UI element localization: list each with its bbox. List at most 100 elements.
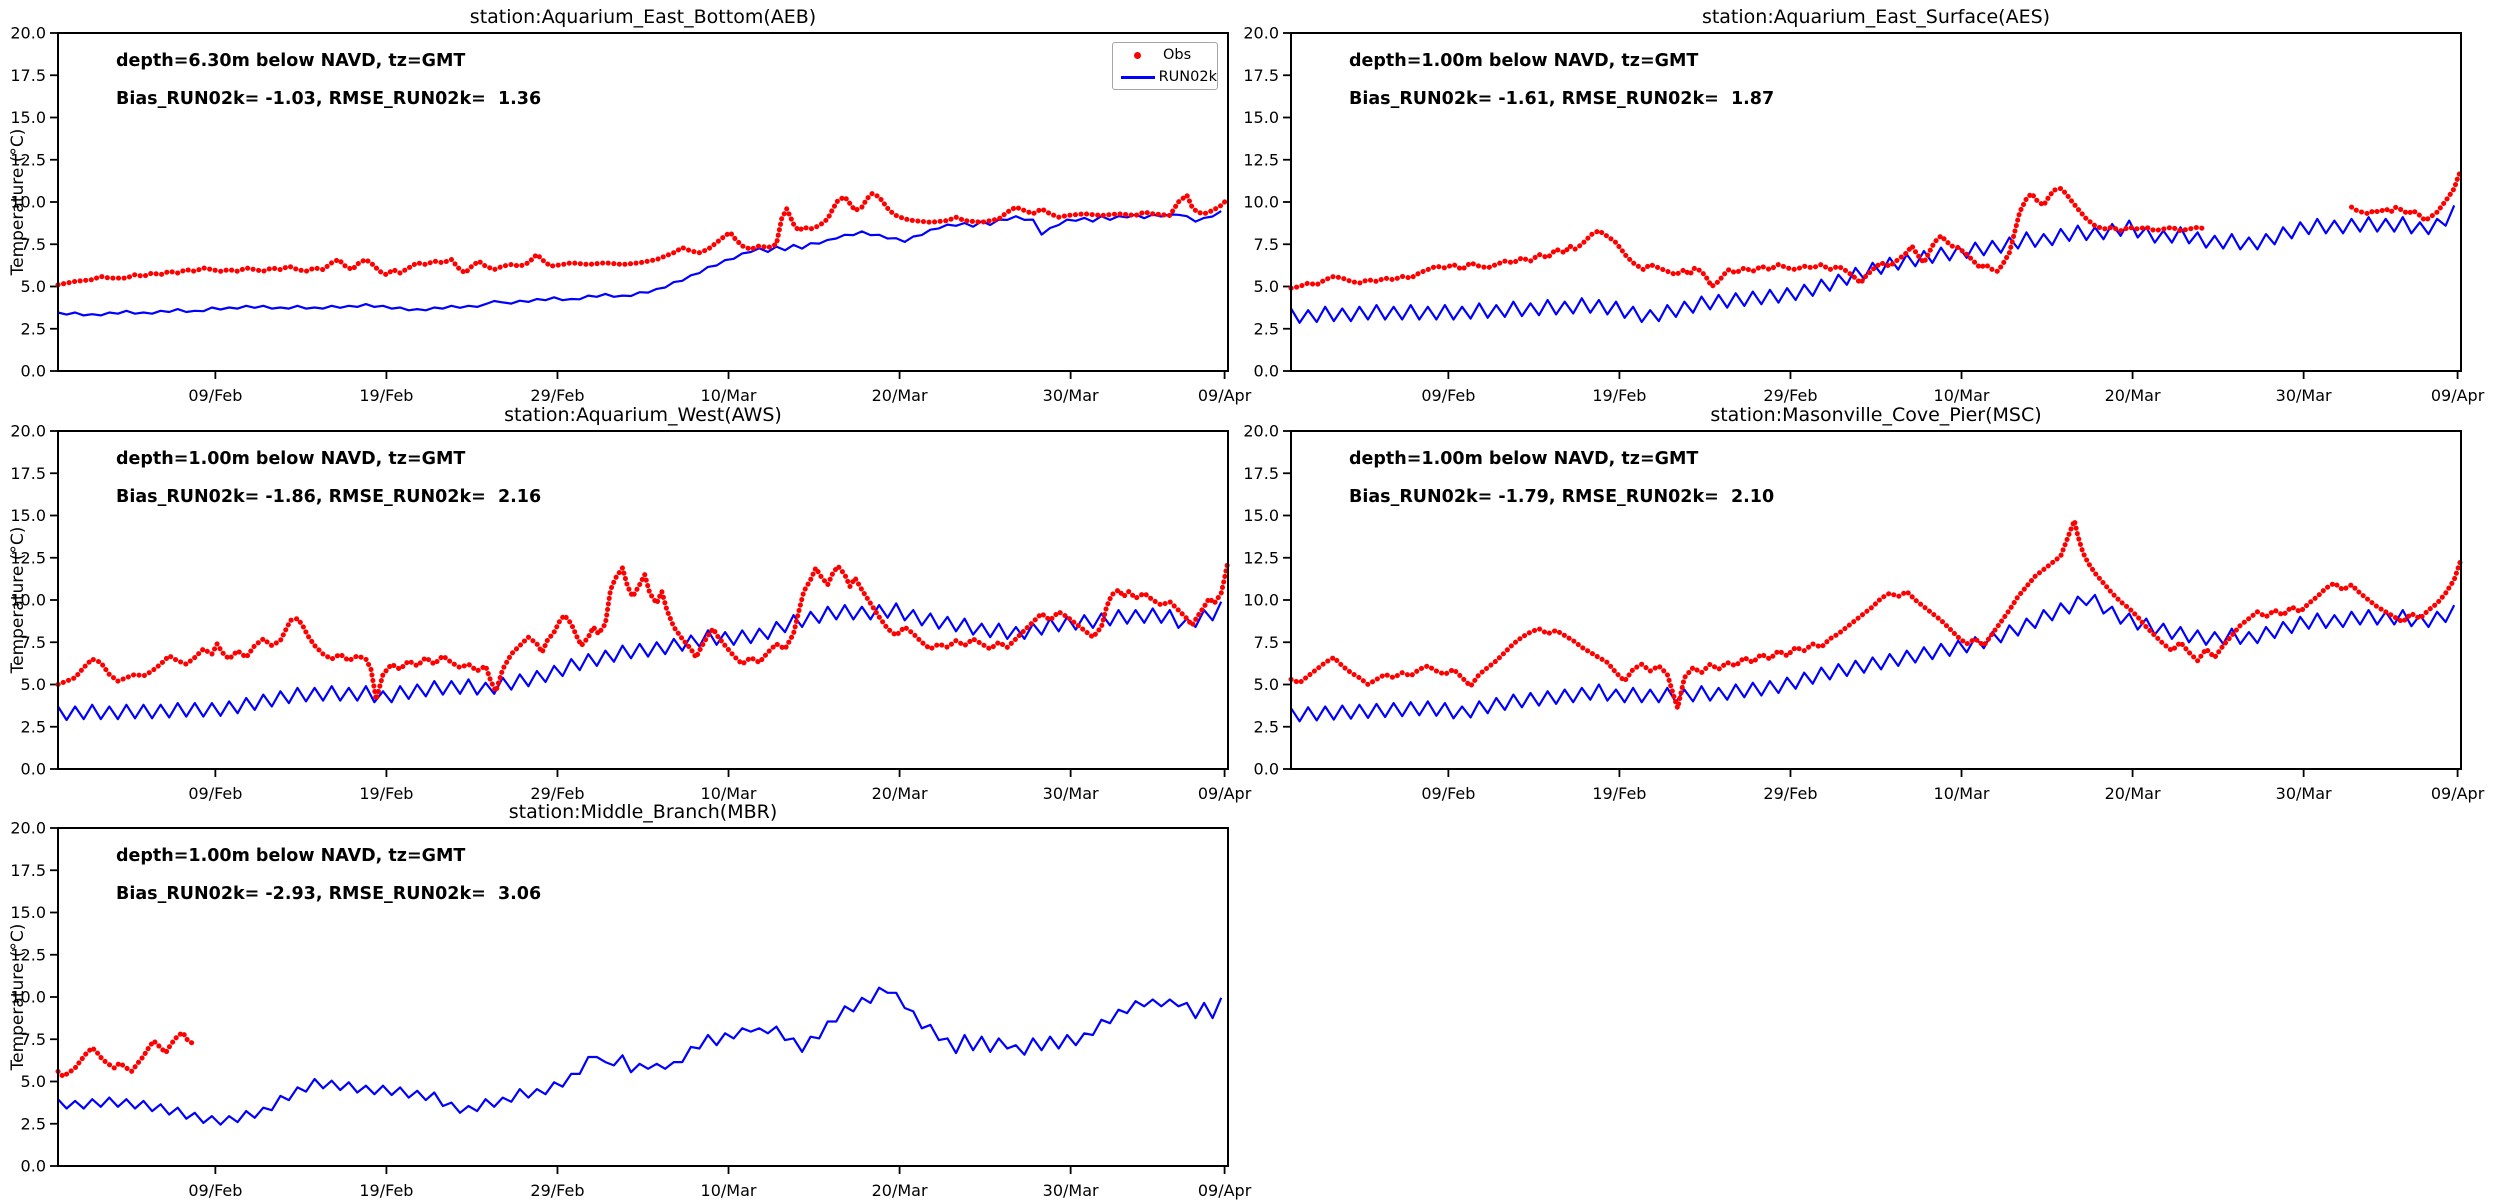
model-line-AES: [1290, 204, 2456, 324]
x-tick-label: 29/Feb: [530, 784, 584, 803]
subplot-AES: 0.0 2.5 5.0 7.5 10.0 12.5 15.0 17.5 20.0 09/Feb 19…: [1243, 24, 2484, 406]
y-tick-label: 12.5: [1243, 548, 1279, 567]
y-tick-label: 7.5: [1254, 633, 1279, 652]
x-tick-label: 30/Mar: [1043, 1181, 1099, 1200]
annotation-bias-MBR: Bias_RUN02k= -2.93, RMSE_RUN02k= 3.06: [116, 884, 542, 904]
y-tick-label: 20.0: [1243, 24, 1279, 43]
axes-frame-MBR: [57, 827, 1229, 1167]
y-tick-label: 12.5: [10, 945, 46, 964]
x-tick-label: 10/Mar: [701, 386, 757, 405]
y-tick-label: 20.0: [1243, 422, 1279, 441]
y-tick-label: 15.0: [10, 108, 46, 127]
y-tick-label: 17.5: [10, 464, 46, 483]
annotation-depth-AEB: depth=6.30m below NAVD, tz=GMT: [116, 51, 466, 71]
annotation-depth-AES: depth=1.00m below NAVD, tz=GMT: [1349, 51, 1699, 71]
y-tick-label: 7.5: [21, 1030, 46, 1049]
x-tick-label: 30/Mar: [2276, 784, 2332, 803]
x-tick-label: 10/Mar: [701, 1181, 757, 1200]
x-tick-label: 09/Feb: [188, 784, 242, 803]
x-tick-label: 20/Mar: [872, 784, 928, 803]
x-tick-label: 30/Mar: [1043, 386, 1099, 405]
annotation-depth-MSC: depth=1.00m below NAVD, tz=GMT: [1349, 449, 1699, 469]
legend-box: Obs RUN02k: [1112, 42, 1218, 90]
x-tick-label: 19/Feb: [1592, 386, 1646, 405]
y-tick-label: 17.5: [1243, 464, 1279, 483]
y-tick-label: 10.0: [10, 193, 46, 212]
obs-dots-AWS: [55, 558, 1231, 703]
obs-dots-MSC: [1288, 518, 2464, 711]
y-tick-label: 5.0: [21, 1072, 46, 1091]
x-tick-label: 09/Apr: [2431, 386, 2485, 405]
obs-dots-AEB: [55, 191, 1231, 288]
x-tick-label: 19/Feb: [359, 386, 413, 405]
y-tick-label: 20.0: [10, 24, 46, 43]
model-line-AWS: [57, 601, 1223, 722]
y-tick-label: 10.0: [1243, 591, 1279, 610]
x-tick-label: 19/Feb: [359, 1181, 413, 1200]
y-tick-label: 20.0: [10, 422, 46, 441]
y-tick-label: 5.0: [1254, 277, 1279, 296]
plot-title-MSC: station:Masonville_Cove_Pier(MSC): [1710, 404, 2042, 426]
x-tick-label: 20/Mar: [872, 386, 928, 405]
model-line-MSC: [1290, 593, 2456, 723]
y-tick-label: 5.0: [1254, 675, 1279, 694]
y-axis-label-AEB: Temperature (°C): [8, 128, 28, 276]
y-axis-label-MBR: Temperature (°C): [8, 923, 28, 1071]
legend-item-model: RUN02k: [1113, 67, 1217, 88]
x-tick-label: 10/Mar: [1934, 386, 1990, 405]
annotation-bias-MSC: Bias_RUN02k= -1.79, RMSE_RUN02k= 2.10: [1349, 487, 1775, 507]
y-tick-label: 2.5: [21, 1114, 46, 1133]
y-tick-label: 12.5: [10, 150, 46, 169]
subplot-AEB: 0.0 2.5 5.0 7.5 10.0 12.5 15.0 17.5 20.0 09/Feb 19…: [10, 24, 1251, 406]
y-tick-label: 12.5: [1243, 150, 1279, 169]
y-tick-label: 10.0: [10, 988, 46, 1007]
y-tick-label: 15.0: [1243, 108, 1279, 127]
x-tick-label: 29/Feb: [530, 1181, 584, 1200]
plot-title-AWS: station:Aquarium_West(AWS): [504, 404, 782, 426]
obs-dots-AES: [1288, 186, 2209, 291]
y-tick-label: 2.5: [1254, 319, 1279, 338]
y-tick-label: 17.5: [10, 861, 46, 880]
x-tick-label: 20/Mar: [2105, 386, 2161, 405]
x-tick-label: 09/Feb: [188, 386, 242, 405]
x-tick-label: 20/Mar: [872, 1181, 928, 1200]
axes-frame-AEB: [57, 32, 1229, 372]
y-tick-label: 20.0: [10, 819, 46, 838]
y-tick-label: 5.0: [21, 675, 46, 694]
x-tick-label: 09/Apr: [2431, 784, 2485, 803]
axes-frame-AWS: [57, 430, 1229, 770]
x-tick-label: 29/Feb: [530, 386, 584, 405]
annotation-depth-MBR: depth=1.00m below NAVD, tz=GMT: [116, 846, 466, 866]
y-tick-label: 7.5: [21, 235, 46, 254]
y-tick-label: 10.0: [10, 591, 46, 610]
x-tick-label: 09/Feb: [1421, 386, 1475, 405]
y-tick-label: 7.5: [1254, 235, 1279, 254]
y-tick-label: 15.0: [10, 506, 46, 525]
y-tick-label: 10.0: [1243, 193, 1279, 212]
y-tick-label: 15.0: [1243, 506, 1279, 525]
x-tick-label: 19/Feb: [359, 784, 413, 803]
subplot-MBR: 0.0 2.5 5.0 7.5 10.0 12.5 15.0 17.5 20.0 09/Feb 19…: [10, 819, 1251, 1200]
y-tick-label: 0.0: [21, 362, 46, 381]
y-tick-label: 17.5: [1243, 66, 1279, 85]
annotation-bias-AEB: Bias_RUN02k= -1.03, RMSE_RUN02k= 1.36: [116, 89, 542, 109]
plot-title-MBR: station:Middle_Branch(MBR): [508, 801, 778, 823]
x-tick-label: 30/Mar: [1043, 784, 1099, 803]
y-tick-label: 17.5: [10, 66, 46, 85]
obs-dots-MBR: [55, 1030, 198, 1079]
x-tick-label: 09/Apr: [1198, 1181, 1252, 1200]
x-tick-label: 29/Feb: [1763, 386, 1817, 405]
model-line-AEB: [57, 210, 1222, 317]
obs-dot-icon: [1121, 50, 1155, 60]
obs-dots-AES: [2349, 167, 2464, 224]
y-tick-label: 5.0: [21, 277, 46, 296]
y-tick-label: 15.0: [10, 903, 46, 922]
x-tick-label: 19/Feb: [1592, 784, 1646, 803]
annotation-depth-AWS: depth=1.00m below NAVD, tz=GMT: [116, 449, 466, 469]
y-tick-label: 0.0: [1254, 362, 1279, 381]
y-tick-label: 2.5: [21, 717, 46, 736]
annotation-bias-AWS: Bias_RUN02k= -1.86, RMSE_RUN02k= 2.16: [116, 487, 542, 507]
x-tick-label: 20/Mar: [2105, 784, 2161, 803]
